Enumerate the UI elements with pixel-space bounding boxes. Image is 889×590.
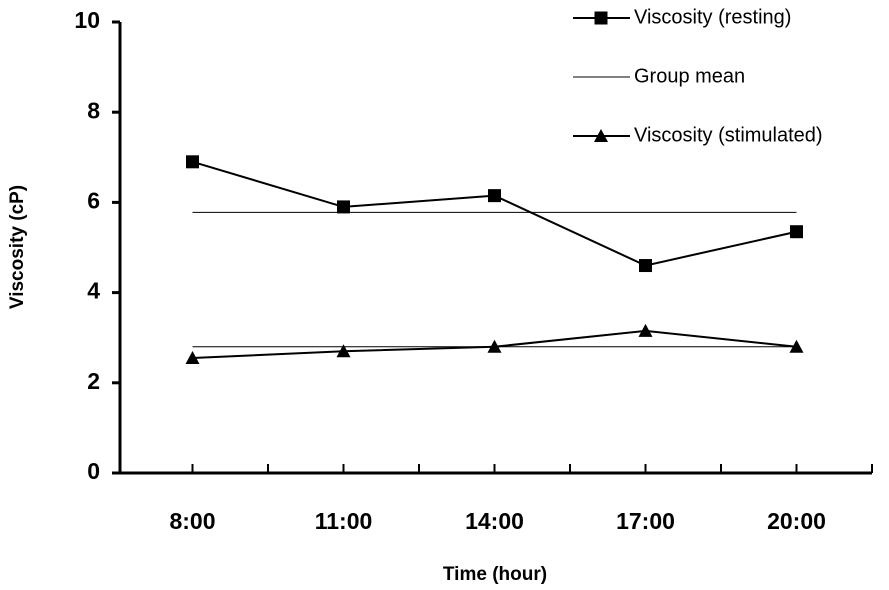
series-line	[192, 160, 797, 267]
x-tick-label: 17:00	[616, 508, 675, 534]
marker	[336, 344, 351, 358]
marker	[594, 129, 608, 142]
y-tick-label: 4	[87, 278, 100, 304]
y-axis-title: Viscosity (cP)	[7, 185, 28, 309]
legend-label: Viscosity (resting)	[634, 6, 791, 28]
x-tick-label: 14:00	[465, 508, 524, 534]
marker	[790, 225, 803, 239]
x-tick-label: 20:00	[767, 508, 826, 534]
marker	[789, 339, 804, 353]
marker	[487, 339, 502, 353]
y-tick-label: 2	[87, 368, 100, 394]
y-tick-label: 0	[87, 458, 100, 484]
y-tick-label: 6	[87, 187, 100, 213]
x-tick-label: 11:00	[315, 508, 373, 534]
y-tick-label: 8	[87, 97, 100, 123]
marker	[488, 189, 501, 203]
legend-label: Viscosity (stimulated)	[634, 124, 823, 146]
marker	[638, 323, 653, 337]
legend-label: Group mean	[634, 65, 745, 87]
marker	[337, 200, 350, 214]
x-tick-label: 8:00	[169, 508, 215, 534]
marker	[186, 155, 199, 169]
y-tick-label: 10	[74, 7, 100, 33]
marker	[639, 259, 652, 273]
x-axis-title: Time (hour)	[443, 564, 547, 585]
marker	[185, 350, 200, 364]
marker	[594, 11, 608, 25]
